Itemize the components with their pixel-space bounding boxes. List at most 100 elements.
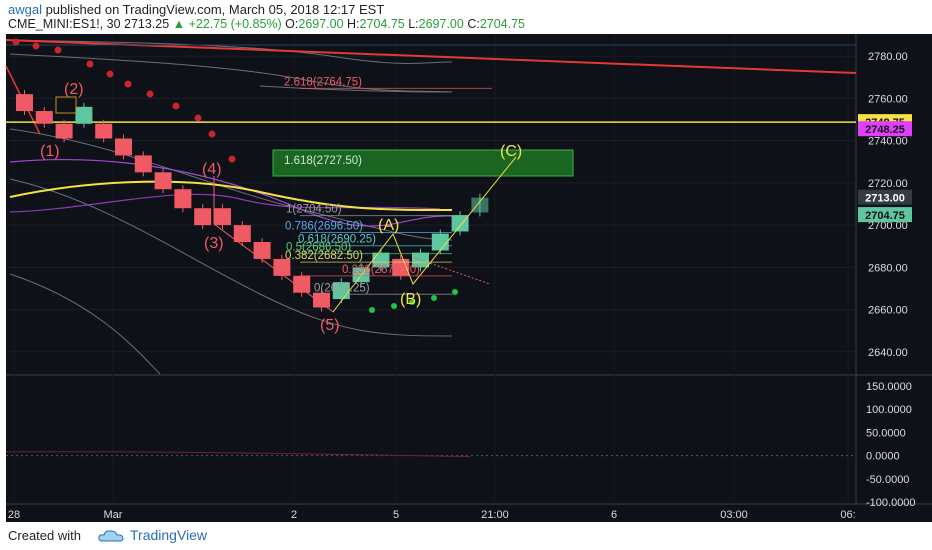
last-price: 2713.25 [124, 17, 170, 31]
author-link[interactable]: awgal [8, 2, 42, 17]
chart-header: awgal published on TradingView.com, Marc… [0, 0, 932, 34]
osc-tick-label: -50.0000 [866, 474, 909, 486]
candle [16, 94, 33, 112]
tradingview-brand[interactable]: TradingView [98, 527, 207, 543]
time-tick-label: 28 [8, 509, 20, 521]
fib-level-label: 0(2667.25) [314, 282, 370, 294]
wave-label: (B) [400, 291, 421, 308]
candle [313, 292, 330, 308]
ohlc-low-value: 2697.00 [418, 17, 464, 31]
candle [95, 123, 113, 139]
wave-label: (1) [40, 143, 60, 160]
price-tick-label: 2680.00 [868, 262, 908, 274]
sar-dot [124, 80, 132, 88]
yellow-ma-line [9, 180, 453, 211]
published-text: published on TradingView.com, March 05, … [41, 2, 385, 17]
time-tick-label: 03:00 [720, 509, 748, 521]
fib-level-label: 0.236(2676.00) [342, 264, 420, 276]
lower-band-line [9, 273, 161, 375]
sar-dot [146, 90, 154, 98]
time-tick-label: 6 [611, 509, 617, 521]
price-tick-label: 2760.00 [868, 93, 908, 105]
symbol-line: CME_MINI:ES1!, 30 2713.25 ▲ +22.75 (+0.8… [8, 17, 525, 31]
price-chart[interactable]: 2780.00 2760.00 2740.00 2720.00 2700.00 2680.… [0, 34, 932, 522]
candle [431, 233, 449, 251]
fib-level-label: 1(2704.50) [286, 204, 342, 216]
purple-ma-line [9, 158, 453, 227]
price-tick-label: 2720.00 [868, 178, 908, 190]
publish-line: awgal published on TradingView.com, Marc… [8, 2, 384, 17]
wave-line [213, 176, 334, 313]
sar-dot [194, 114, 202, 122]
footer: Created with TradingView [0, 522, 932, 550]
time-tick-label: 5 [393, 509, 399, 521]
osc-tick-label: -100.0000 [866, 497, 916, 509]
candle [293, 275, 311, 293]
ohlc-low-label: L: [408, 17, 419, 31]
price-tick-label: 2740.00 [868, 136, 908, 148]
sar-dot [106, 70, 114, 78]
ohlc-high-value: 2704.75 [359, 17, 405, 31]
osc-tick-label: 100.0000 [866, 404, 912, 416]
price-tick-label: 2660.00 [868, 305, 908, 317]
sar-dot [54, 46, 62, 54]
candle [332, 282, 350, 300]
candle [451, 215, 469, 232]
candle [233, 225, 251, 243]
upper-band-line [259, 85, 453, 93]
candle [134, 155, 152, 173]
candle [471, 197, 489, 213]
candle [75, 106, 93, 124]
upper-band-line [9, 53, 453, 93]
price-tag: 2748.25 [858, 121, 912, 137]
fib-extension-zone [272, 149, 574, 177]
created-with-text: Created with [8, 528, 81, 543]
price-tag-box [858, 121, 912, 137]
wave-label: (4) [202, 161, 222, 178]
candle [154, 172, 172, 190]
chart-frame [0, 34, 932, 522]
ohlc-close-label: C: [467, 17, 480, 31]
time-tick-label: 2 [291, 509, 297, 521]
candle [194, 208, 212, 226]
wave-label: (5) [320, 317, 340, 334]
price-tick-label: 2780.00 [868, 51, 908, 63]
candle [35, 111, 53, 124]
osc-tick-label: 0.0000 [866, 451, 900, 463]
sar-dot [208, 130, 216, 138]
candle [55, 123, 73, 139]
wave-marker-box [55, 96, 77, 114]
wave-label: (3) [204, 235, 224, 252]
candle [115, 138, 132, 156]
price-tag: 2704.75 [858, 207, 912, 223]
sar-dot [32, 42, 40, 50]
price-tag-label: 2748.25 [865, 124, 905, 136]
candle [372, 252, 390, 268]
osc-tick-label: 50.0000 [866, 427, 906, 439]
sar-dot [12, 38, 20, 46]
price-tag-box [858, 207, 912, 223]
wave-label: (2) [64, 81, 84, 98]
ohlc-close-value: 2704.75 [479, 17, 526, 31]
fib-level-label: 0.618(2690.25) [298, 234, 376, 246]
time-tick-label: 06: [840, 509, 855, 521]
fib-level-label: 0.5(2686.50) [286, 242, 351, 254]
price-tag: 2713.00 [858, 189, 912, 205]
sar-dot [228, 155, 236, 163]
sar-dot [172, 102, 180, 110]
price-tag-label: 2713.00 [865, 193, 905, 205]
wave-label: (C) [500, 143, 522, 160]
candle [214, 208, 231, 226]
price-change: +22.75 (+0.85%) [188, 17, 282, 31]
sar-dot [452, 289, 458, 295]
osc-tick-label: 150.0000 [866, 381, 912, 393]
up-arrow-icon: ▲ [172, 17, 186, 31]
ohlc-open-label: O: [285, 17, 299, 31]
fib-level-label: 2.618(2764.75) [284, 76, 362, 88]
tradingview-cloud-icon [98, 530, 124, 542]
fib-level-label: 0.786(2696.50) [285, 221, 363, 233]
price-tick-label: 2700.00 [868, 220, 908, 232]
ohlc-high-label: H: [347, 17, 360, 31]
price-tag-label: 2704.75 [865, 210, 905, 222]
time-tick-label: 21:00 [481, 509, 509, 521]
